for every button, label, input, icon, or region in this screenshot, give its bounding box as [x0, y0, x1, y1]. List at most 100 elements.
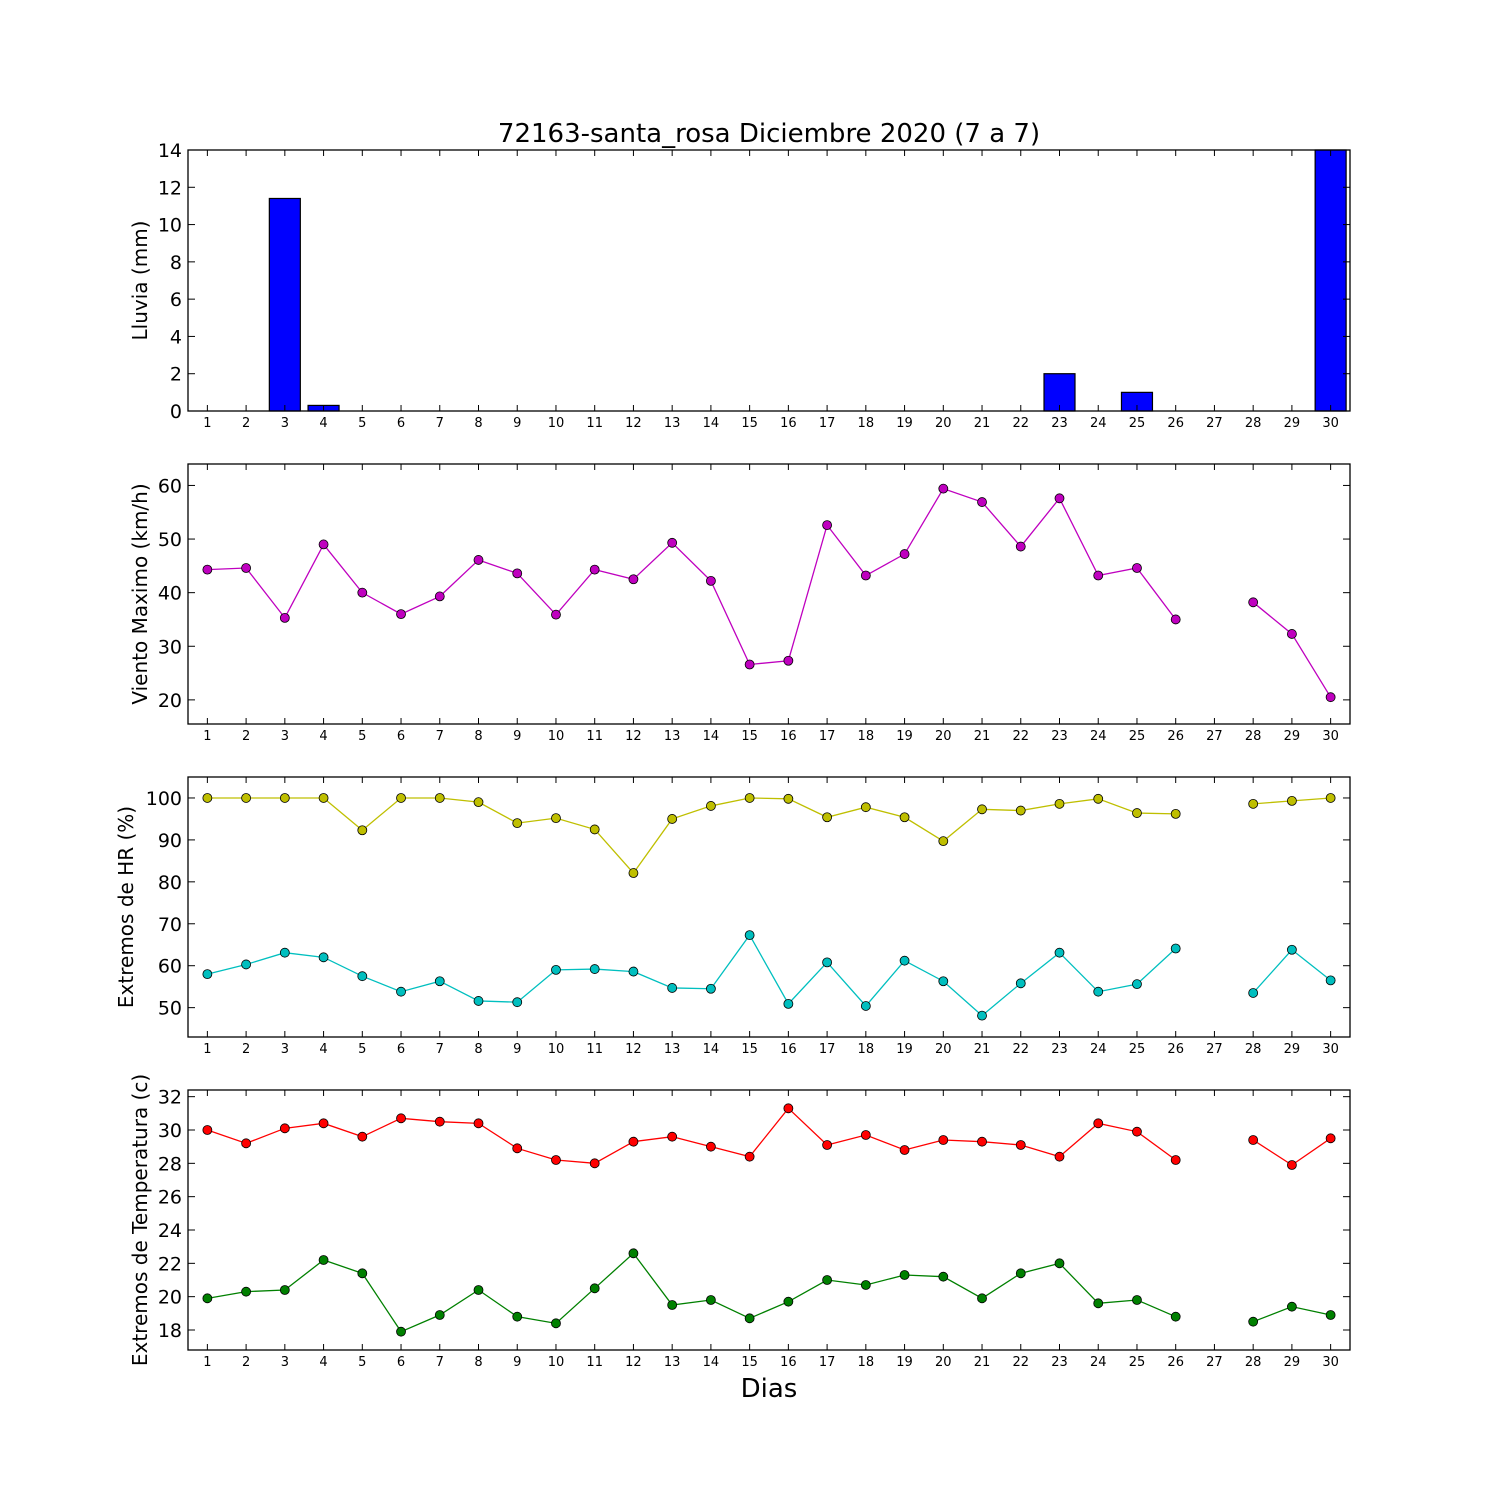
x-tick-label: 7 — [436, 729, 444, 744]
x-tick-label: 3 — [281, 1355, 289, 1370]
series-0-point-day-23 — [1054, 493, 1065, 504]
series-0-point-day-9 — [512, 1143, 523, 1154]
x-tick-label: 7 — [436, 416, 444, 431]
series-0-point-day-8 — [473, 555, 484, 565]
series-1-point-day-6 — [396, 1326, 406, 1337]
series-1-point-day-9 — [512, 1311, 523, 1322]
x-tick-label: 4 — [319, 1042, 327, 1057]
series-0-point-day-14 — [706, 1141, 716, 1152]
series-1-line — [207, 933, 1332, 1017]
x-tick-label: 17 — [819, 1042, 836, 1057]
y-tick-label: 30 — [158, 1120, 182, 1142]
x-tick-label: 18 — [858, 1042, 875, 1057]
y-axis-label: Extremos de HR (%) — [114, 806, 138, 1008]
x-tick-label: 1 — [203, 416, 211, 431]
series-0-point-day-1 — [202, 1125, 213, 1135]
series-0-point-day-10 — [551, 1155, 561, 1165]
series-0-point-day-19 — [899, 812, 910, 823]
x-tick-label: 28 — [1245, 416, 1262, 431]
bar-day-30 — [1314, 149, 1347, 412]
x-tick-label: 21 — [974, 1355, 991, 1370]
x-tick-label: 7 — [436, 1042, 444, 1057]
x-tick-label: 28 — [1245, 729, 1262, 744]
series-0-point-day-25 — [1132, 1126, 1142, 1137]
x-tick-label: 13 — [664, 416, 681, 431]
x-tick-label: 25 — [1129, 729, 1146, 744]
x-tick-label: 25 — [1129, 416, 1146, 431]
series-0-point-day-20 — [938, 483, 949, 494]
series-1-point-day-26 — [1170, 943, 1181, 954]
series-1-point-day-21 — [977, 1293, 987, 1304]
x-tick-label: 9 — [513, 1042, 521, 1057]
series-0-point-day-24 — [1093, 1118, 1104, 1129]
series-0-point-day-6 — [396, 609, 406, 619]
x-tick-label: 23 — [1051, 729, 1068, 744]
x-tick-label: 1 — [203, 1355, 211, 1370]
series-0-point-day-20 — [938, 1135, 949, 1145]
series-1-point-day-4 — [318, 952, 329, 963]
x-tick-label: 30 — [1322, 1042, 1339, 1057]
series-0-point-day-5 — [357, 587, 368, 598]
series-0-point-day-8 — [473, 1118, 484, 1129]
series-0-point-day-6 — [396, 793, 406, 803]
series-1-point-day-5 — [357, 971, 368, 982]
y-axis-label: Extremos de Temperatura (c) — [128, 1074, 152, 1366]
x-tick-label: 19 — [896, 1355, 913, 1370]
series-1-point-day-11 — [589, 1283, 600, 1294]
series-1-point-day-8 — [473, 1285, 484, 1295]
series-0-point-day-21 — [977, 497, 987, 507]
series-0-point-day-4 — [318, 793, 329, 803]
x-tick-label: 30 — [1322, 1355, 1339, 1370]
series-1-point-day-5 — [357, 1268, 368, 1279]
x-tick-label: 4 — [319, 729, 327, 744]
bar-day-3 — [268, 197, 301, 412]
series-0-point-day-13 — [667, 537, 678, 548]
x-tick-label: 27 — [1206, 416, 1223, 431]
figure-title: 72163-santa_rosa Diciembre 2020 (7 a 7) — [498, 119, 1040, 149]
series-1-point-day-23 — [1054, 947, 1065, 958]
x-tick-label: 24 — [1090, 729, 1107, 744]
x-tick-label: 28 — [1245, 1355, 1262, 1370]
series-1-point-day-14 — [706, 983, 716, 994]
series-0-point-day-10 — [551, 609, 561, 620]
x-tick-label: 29 — [1284, 1042, 1301, 1057]
x-tick-label: 12 — [625, 1042, 642, 1057]
series-1-point-day-18 — [860, 1280, 871, 1290]
x-tick-label: 2 — [242, 729, 250, 744]
series-1-point-day-10 — [551, 1318, 561, 1329]
y-tick-label: 22 — [158, 1253, 182, 1275]
x-tick-label: 5 — [358, 1042, 366, 1057]
series-0-point-day-1 — [202, 793, 213, 803]
x-tick-label: 20 — [935, 416, 952, 431]
series-0-point-day-14 — [706, 801, 716, 811]
series-0-point-day-26 — [1170, 809, 1181, 819]
series-1-point-day-16 — [783, 1296, 794, 1307]
series-0-point-day-30 — [1325, 793, 1336, 803]
series-0-line — [207, 487, 1332, 698]
series-1-point-day-23 — [1054, 1258, 1065, 1269]
x-tick-label: 21 — [974, 416, 991, 431]
x-tick-label: 16 — [780, 1042, 797, 1057]
x-tick-label: 26 — [1167, 1355, 1184, 1370]
series-0-point-day-25 — [1132, 808, 1142, 818]
y-axis-label: Lluvia (mm) — [128, 221, 152, 341]
series-1-point-day-17 — [822, 1275, 832, 1285]
series-0-point-day-18 — [860, 1130, 871, 1140]
x-tick-label: 15 — [741, 1042, 758, 1057]
series-1-point-day-9 — [512, 997, 523, 1008]
series-1-point-day-29 — [1287, 1301, 1297, 1312]
series-0-point-day-26 — [1170, 614, 1181, 625]
axes-frame — [187, 149, 1351, 412]
series-1-point-day-24 — [1093, 1298, 1104, 1309]
x-tick-label: 30 — [1322, 729, 1339, 744]
series-1-point-day-24 — [1093, 986, 1104, 997]
x-tick-label: 30 — [1322, 416, 1339, 431]
series-0-point-day-8 — [473, 797, 484, 808]
series-0-line — [207, 1107, 1331, 1166]
series-1-point-day-20 — [938, 1271, 949, 1282]
x-tick-label: 26 — [1167, 416, 1184, 431]
y-tick-label: 14 — [158, 140, 182, 162]
series-0-point-day-29 — [1287, 1160, 1297, 1170]
